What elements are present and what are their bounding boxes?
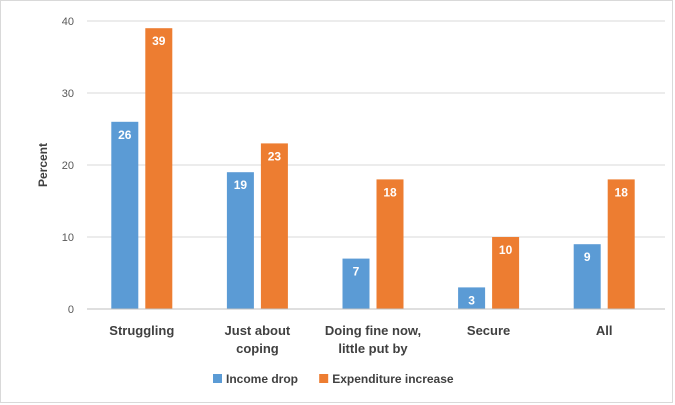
bar bbox=[145, 28, 173, 309]
x-category-label: All bbox=[596, 323, 613, 338]
x-category-label: Secure bbox=[467, 323, 510, 338]
x-category-label: little put by bbox=[338, 341, 408, 356]
y-tick-label: 40 bbox=[62, 16, 74, 28]
bar bbox=[376, 179, 404, 309]
data-label: 23 bbox=[268, 149, 282, 163]
bar bbox=[111, 121, 139, 309]
y-tick-label: 0 bbox=[68, 304, 74, 316]
x-category-label: Just about bbox=[225, 323, 291, 338]
data-label: 19 bbox=[234, 178, 248, 192]
data-label: 3 bbox=[468, 293, 475, 307]
bar bbox=[607, 179, 635, 309]
y-tick-label: 20 bbox=[62, 160, 74, 172]
x-category-label: Doing fine now, bbox=[325, 323, 421, 338]
data-label: 26 bbox=[118, 128, 132, 142]
bar bbox=[458, 287, 486, 309]
legend-label: Income drop bbox=[226, 372, 298, 386]
bar bbox=[260, 143, 288, 309]
data-label: 9 bbox=[584, 250, 591, 264]
y-axis-title: Percent bbox=[36, 143, 50, 187]
data-label: 7 bbox=[353, 265, 360, 279]
x-category-label: Struggling bbox=[109, 323, 174, 338]
legend-label: Expenditure increase bbox=[332, 372, 454, 386]
bar bbox=[342, 258, 370, 309]
data-label: 10 bbox=[499, 243, 513, 257]
data-label: 18 bbox=[383, 185, 397, 199]
bar bbox=[226, 172, 254, 309]
data-label: 39 bbox=[152, 34, 166, 48]
y-tick-label: 10 bbox=[62, 232, 74, 244]
bar bbox=[573, 244, 601, 309]
legend-swatch bbox=[213, 374, 222, 383]
data-label: 18 bbox=[615, 185, 629, 199]
bar bbox=[492, 237, 520, 309]
legend-swatch bbox=[319, 374, 329, 383]
y-tick-label: 30 bbox=[62, 88, 74, 100]
x-category-label: coping bbox=[236, 341, 279, 356]
